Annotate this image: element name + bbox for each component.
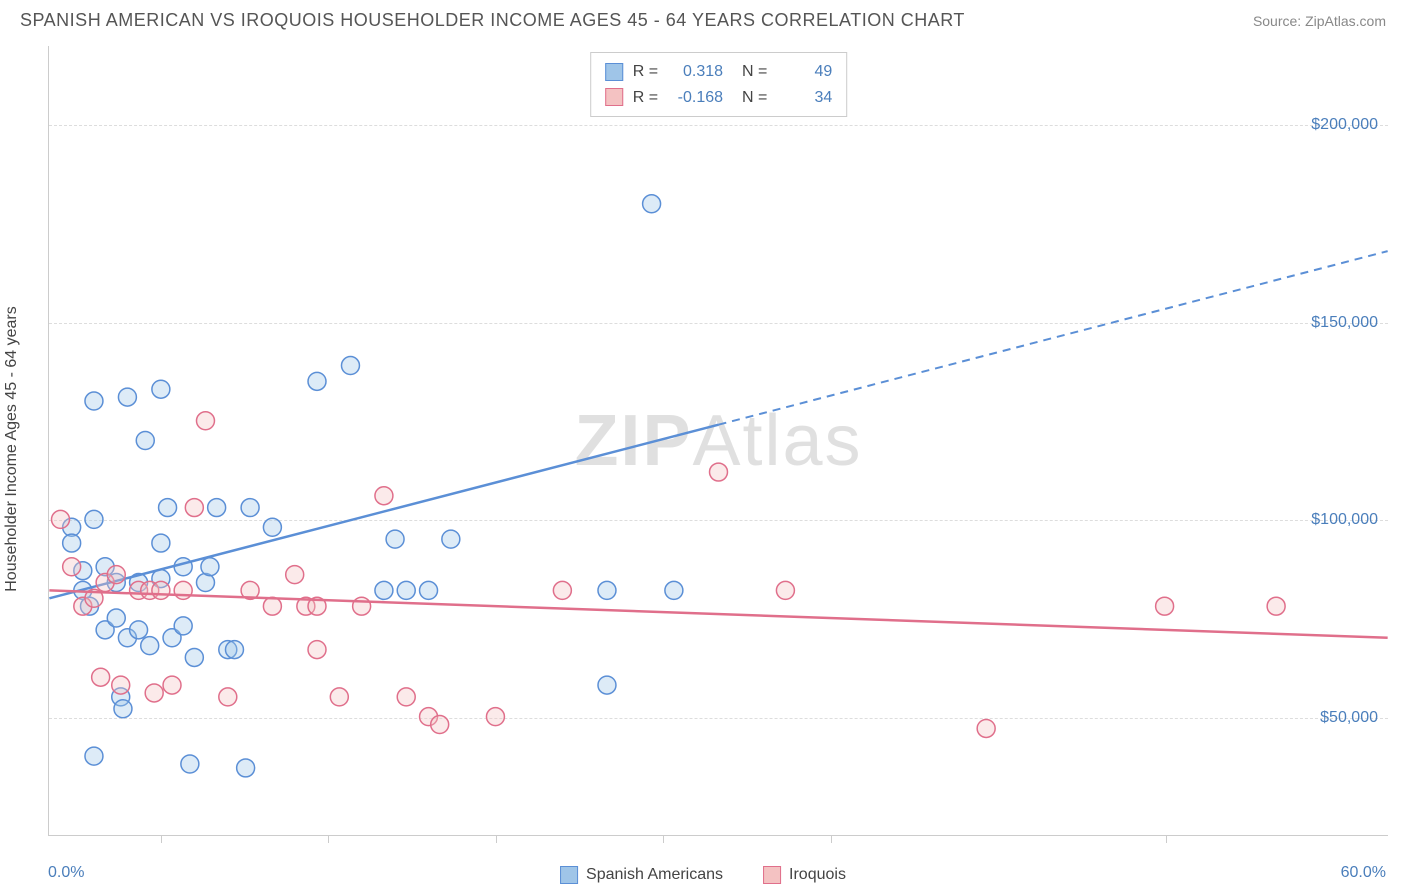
- data-point: [107, 609, 125, 627]
- data-point: [263, 518, 281, 536]
- data-point: [486, 708, 504, 726]
- data-point: [643, 195, 661, 213]
- data-point: [263, 597, 281, 615]
- data-point: [141, 637, 159, 655]
- data-point: [598, 676, 616, 694]
- correlation-stats-legend: R = 0.318 N = 49 R = -0.168 N = 34: [590, 52, 848, 117]
- header: SPANISH AMERICAN VS IROQUOIS HOUSEHOLDER…: [0, 0, 1406, 39]
- data-point: [181, 755, 199, 773]
- data-point: [386, 530, 404, 548]
- data-point: [136, 432, 154, 450]
- data-point: [208, 499, 226, 517]
- data-point: [174, 581, 192, 599]
- series-legend: Spanish Americans Iroquois: [560, 866, 846, 884]
- data-point: [397, 581, 415, 599]
- data-point: [431, 716, 449, 734]
- data-point: [776, 581, 794, 599]
- data-point: [85, 510, 103, 528]
- stats-row-series-1: R = -0.168 N = 34: [605, 85, 833, 111]
- data-point: [330, 688, 348, 706]
- data-point: [174, 617, 192, 635]
- data-point: [1267, 597, 1285, 615]
- data-point: [85, 747, 103, 765]
- swatch-series-1: [605, 88, 623, 106]
- data-point: [92, 668, 110, 686]
- data-point: [174, 558, 192, 576]
- data-point: [665, 581, 683, 599]
- data-point: [163, 676, 181, 694]
- x-tick: [328, 835, 329, 843]
- data-point: [977, 719, 995, 737]
- x-tick: [1166, 835, 1167, 843]
- r-value-1: -0.168: [668, 85, 723, 111]
- x-tick: [831, 835, 832, 843]
- source-attribution: Source: ZipAtlas.com: [1253, 13, 1386, 29]
- data-point: [152, 581, 170, 599]
- data-point: [152, 534, 170, 552]
- data-point: [196, 412, 214, 430]
- x-tick: [161, 835, 162, 843]
- data-point: [1156, 597, 1174, 615]
- data-point: [241, 499, 259, 517]
- n-value-0: 49: [777, 59, 832, 85]
- data-point: [710, 463, 728, 481]
- data-point: [341, 357, 359, 375]
- data-point: [130, 621, 148, 639]
- stats-row-series-0: R = 0.318 N = 49: [605, 59, 833, 85]
- data-point: [114, 700, 132, 718]
- data-point: [201, 558, 219, 576]
- data-point: [397, 688, 415, 706]
- data-point: [375, 581, 393, 599]
- data-point: [118, 388, 136, 406]
- data-point: [107, 566, 125, 584]
- legend-swatch-1: [763, 866, 781, 884]
- y-axis-title: Householder Income Ages 45 - 64 years: [3, 306, 21, 592]
- data-point: [52, 510, 70, 528]
- regression-line-solid: [49, 425, 718, 599]
- legend-item-0: Spanish Americans: [560, 866, 723, 884]
- x-axis-max-label: 60.0%: [1341, 864, 1386, 882]
- data-point: [420, 581, 438, 599]
- data-point: [308, 641, 326, 659]
- x-tick: [496, 835, 497, 843]
- data-point: [63, 534, 81, 552]
- data-point: [598, 581, 616, 599]
- data-point: [442, 530, 460, 548]
- data-point: [286, 566, 304, 584]
- data-point: [225, 641, 243, 659]
- data-point: [308, 372, 326, 390]
- regression-line-solid: [49, 590, 1387, 637]
- data-point: [152, 380, 170, 398]
- data-point: [219, 688, 237, 706]
- chart-title: SPANISH AMERICAN VS IROQUOIS HOUSEHOLDER…: [20, 10, 965, 31]
- data-point: [85, 392, 103, 410]
- data-point: [237, 759, 255, 777]
- legend-label-0: Spanish Americans: [586, 866, 723, 884]
- data-point: [112, 676, 130, 694]
- legend-label-1: Iroquois: [789, 866, 846, 884]
- regression-line-dashed: [719, 251, 1388, 425]
- swatch-series-0: [605, 63, 623, 81]
- x-tick: [663, 835, 664, 843]
- data-point: [375, 487, 393, 505]
- x-axis-min-label: 0.0%: [48, 864, 84, 882]
- data-point: [185, 499, 203, 517]
- data-point: [145, 684, 163, 702]
- data-point: [553, 581, 571, 599]
- data-point: [159, 499, 177, 517]
- chart-plot-area: ZIPAtlas R = 0.318 N = 49 R = -0.168 N =…: [48, 46, 1388, 836]
- legend-item-1: Iroquois: [763, 866, 846, 884]
- data-point: [353, 597, 371, 615]
- legend-swatch-0: [560, 866, 578, 884]
- source-link[interactable]: ZipAtlas.com: [1305, 13, 1386, 29]
- r-value-0: 0.318: [668, 59, 723, 85]
- scatter-svg: [49, 46, 1388, 835]
- data-point: [185, 648, 203, 666]
- data-point: [63, 558, 81, 576]
- n-value-1: 34: [777, 85, 832, 111]
